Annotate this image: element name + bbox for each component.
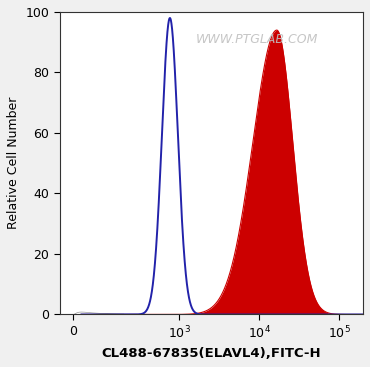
Y-axis label: Relative Cell Number: Relative Cell Number xyxy=(7,97,20,229)
X-axis label: CL488-67835(ELAVL4),FITC-H: CL488-67835(ELAVL4),FITC-H xyxy=(102,347,321,360)
Text: WWW.PTGLAB.COM: WWW.PTGLAB.COM xyxy=(196,33,318,46)
